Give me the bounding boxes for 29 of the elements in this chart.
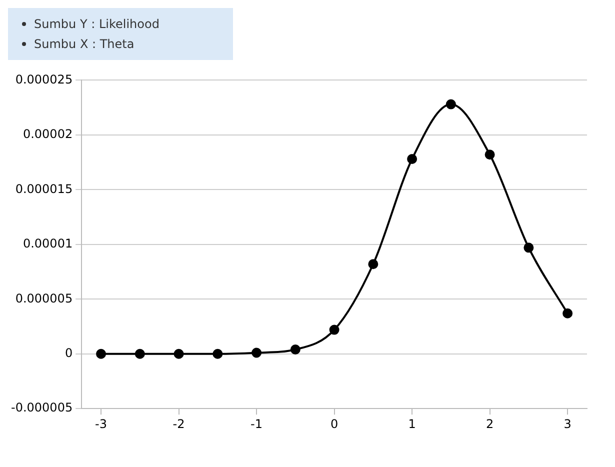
point — [96, 348, 106, 359]
y-tick-label: 0.00001 — [22, 236, 73, 251]
y-tick-label: 0.000005 — [15, 291, 73, 306]
point — [446, 99, 456, 110]
point — [484, 150, 495, 160]
point — [368, 259, 378, 270]
x-tick-label: 0 — [330, 416, 338, 431]
y-tick-label: 0 — [64, 346, 73, 360]
point — [562, 308, 573, 318]
x-tick-label: 2 — [486, 416, 494, 431]
y-tick-label: 0.000025 — [15, 72, 73, 86]
point — [134, 348, 145, 359]
y-tick-label: 0.000015 — [15, 182, 73, 196]
x-tick-label: -1 — [250, 416, 263, 431]
x-tick-label: -2 — [172, 416, 185, 431]
x-tick-label: 3 — [564, 416, 572, 431]
point — [407, 154, 418, 164]
point — [329, 324, 340, 335]
point — [212, 348, 223, 359]
point — [290, 344, 300, 354]
x-tick-label: 1 — [408, 416, 416, 431]
y-tick-label: -0.000005 — [10, 400, 73, 415]
text: Sumbu Y : Likelihood — [34, 16, 160, 33]
point — [174, 348, 184, 359]
x-tick-label: -3 — [95, 416, 108, 431]
point — [252, 348, 262, 358]
y-tick-label: 0.00002 — [22, 127, 73, 142]
point — [524, 242, 534, 253]
text: Sumbu X : Theta — [34, 36, 134, 53]
